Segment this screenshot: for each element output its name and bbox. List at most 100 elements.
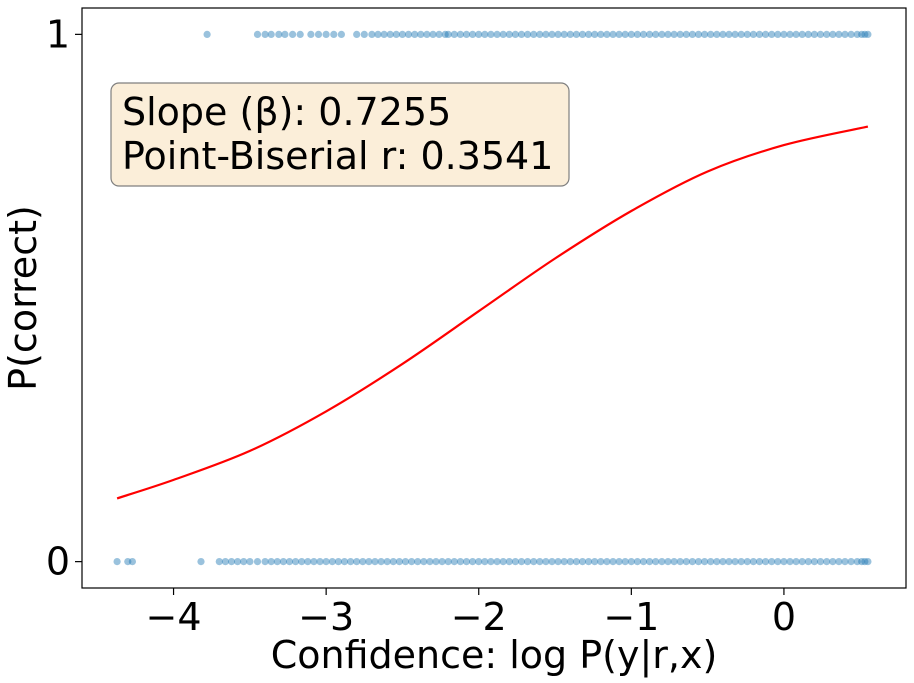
scatter-point-incorrect xyxy=(505,558,513,566)
scatter-point-correct xyxy=(517,30,526,38)
scatter-point-correct xyxy=(360,30,368,38)
scatter-point-correct xyxy=(731,30,739,38)
scatter-point-incorrect xyxy=(780,558,788,566)
scatter-point-incorrect xyxy=(530,558,538,566)
scatter-point-correct xyxy=(462,30,471,38)
scatter-point-incorrect xyxy=(762,558,770,566)
scatter-point-incorrect xyxy=(835,558,843,566)
scatter-point-correct xyxy=(435,30,443,38)
scatter-point-correct xyxy=(330,30,338,38)
scatter-point-incorrect xyxy=(829,558,837,566)
scatter-point-correct xyxy=(829,30,837,38)
scatter-point-correct xyxy=(275,30,283,38)
scatter-point-incorrect xyxy=(359,558,367,566)
scatter-point-correct xyxy=(548,30,556,38)
annotation-box: Slope (β): 0.7255 Point-Biserial r: 0.35… xyxy=(110,82,570,187)
scatter-point-incorrect xyxy=(682,558,690,566)
scatter-point-correct xyxy=(768,30,776,38)
y-axis-ticks: 01 xyxy=(46,12,82,584)
scatter-point-incorrect xyxy=(578,558,587,566)
scatter-point-correct xyxy=(475,30,483,38)
scatter-point-correct xyxy=(621,30,629,38)
scatter-point-incorrect xyxy=(609,558,617,566)
scatter-point-incorrect xyxy=(792,558,800,566)
scatter-point-incorrect xyxy=(603,558,611,566)
scatter-point-correct xyxy=(864,30,872,38)
scatter-point-incorrect xyxy=(774,558,782,566)
scatter-point-incorrect xyxy=(591,558,599,566)
scatter-point-correct xyxy=(633,30,642,38)
scatter-point-incorrect xyxy=(371,558,379,566)
scatter-point-correct xyxy=(847,30,855,38)
scatter-point-incorrect xyxy=(267,558,275,566)
scatter-point-incorrect xyxy=(499,558,507,566)
scatter-point-correct xyxy=(392,30,400,38)
scatter-point-incorrect xyxy=(572,558,581,566)
scatter-point-correct xyxy=(658,30,666,38)
scatter-point-incorrect xyxy=(215,558,223,566)
scatter-point-incorrect xyxy=(858,558,866,566)
scatter-point-correct xyxy=(804,30,812,38)
scatter-point-incorrect xyxy=(731,558,739,566)
scatter-point-correct xyxy=(762,30,770,38)
scatter-point-incorrect xyxy=(560,558,568,566)
scatter-point-correct xyxy=(688,30,697,38)
scatter-point-correct xyxy=(493,30,501,38)
scatter-point-incorrect xyxy=(652,558,660,566)
scatter-point-correct xyxy=(755,30,764,38)
scatter-point-correct xyxy=(353,30,361,38)
scatter-point-incorrect xyxy=(676,558,684,566)
scatter-point-incorrect xyxy=(554,558,562,566)
scatter-point-incorrect xyxy=(456,558,464,566)
scatter-point-incorrect xyxy=(334,558,342,566)
scatter-point-correct xyxy=(646,30,654,38)
x-tick-label: −2 xyxy=(451,595,507,639)
scatter-point-correct xyxy=(314,30,323,38)
scatter-point-incorrect xyxy=(670,558,678,566)
scatter-point-incorrect xyxy=(646,558,654,566)
scatter-point-incorrect xyxy=(128,558,136,566)
scatter-point-incorrect xyxy=(536,558,544,566)
scatter-point-incorrect xyxy=(798,558,806,566)
scatter-point-incorrect xyxy=(240,558,248,566)
scatter-point-correct xyxy=(296,30,304,38)
scatter-point-incorrect xyxy=(347,558,355,566)
scatter-point-correct xyxy=(505,30,513,38)
scatter-point-correct xyxy=(542,30,550,38)
scatter-point-incorrect xyxy=(285,558,294,566)
scatter-point-incorrect xyxy=(414,558,422,566)
scatter-point-incorrect xyxy=(487,558,495,566)
scatter-point-incorrect xyxy=(408,558,416,566)
scatter-point-incorrect xyxy=(328,558,336,566)
scatter-point-correct xyxy=(841,30,849,38)
scatter-point-incorrect xyxy=(353,558,361,566)
scatter-point-correct xyxy=(591,30,599,38)
scatter-point-incorrect xyxy=(253,558,262,566)
scatter-point-incorrect xyxy=(816,558,825,566)
scatter-point-correct xyxy=(816,30,825,38)
scatter-point-correct xyxy=(743,30,751,38)
scatter-point-correct xyxy=(374,30,382,38)
scatter-point-correct xyxy=(737,30,745,38)
scatter-point-correct xyxy=(609,30,617,38)
scatter-point-incorrect xyxy=(804,558,812,566)
scatter-point-correct xyxy=(664,30,672,38)
fit-curve-line xyxy=(116,125,869,500)
scatter-point-correct xyxy=(701,30,709,38)
scatter-point-correct xyxy=(597,30,605,38)
scatter-point-correct xyxy=(499,30,507,38)
scatter-point-incorrect xyxy=(597,558,605,566)
scatter-point-correct xyxy=(281,30,289,38)
scatter-point-incorrect xyxy=(743,558,751,566)
scatter-point-correct xyxy=(682,30,690,38)
x-tick-label: −1 xyxy=(603,595,659,639)
scatter-point-correct xyxy=(368,30,376,38)
scatter-point-incorrect xyxy=(841,558,849,566)
scatter-point-incorrect xyxy=(542,558,550,566)
scatter-point-incorrect xyxy=(861,558,869,566)
scatter-point-correct xyxy=(566,30,574,38)
scatter-point-incorrect xyxy=(853,558,861,566)
y-axis-label: P(correct) xyxy=(1,205,45,391)
scatter-point-correct xyxy=(639,30,648,38)
